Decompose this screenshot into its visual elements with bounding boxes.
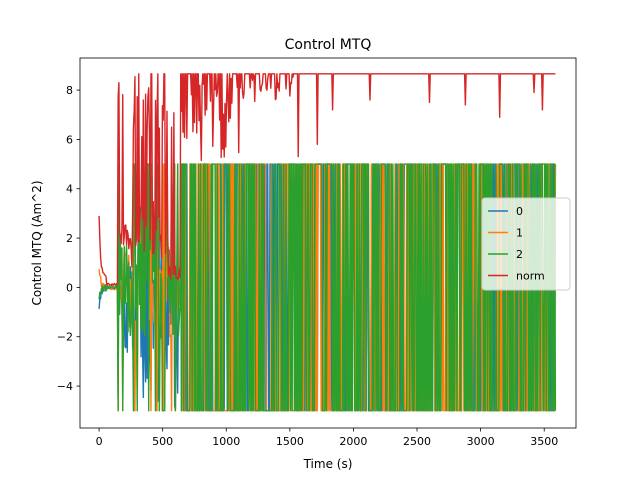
x-tick-label: 2000 — [339, 435, 367, 448]
x-tick-label: 1000 — [212, 435, 240, 448]
x-tick-label: 3500 — [530, 435, 558, 448]
legend-label: 0 — [516, 205, 523, 218]
y-axis-label: Control MTQ (Am^2) — [30, 180, 44, 305]
y-tick-label: 4 — [66, 183, 73, 196]
x-axis-label: Time (s) — [303, 457, 353, 471]
y-tick-label: 6 — [66, 133, 73, 146]
chart-title: Control MTQ — [285, 37, 372, 53]
x-tick-label: 2500 — [403, 435, 431, 448]
series-line-norm — [98, 73, 556, 286]
legend-label: 2 — [516, 248, 523, 261]
y-tick-label: −4 — [57, 380, 73, 393]
x-tick-label: 500 — [152, 435, 173, 448]
legend-box — [481, 197, 571, 291]
x-tick-label: 1500 — [276, 435, 304, 448]
x-axis-ticks: 0 500 1000 1500 2000 2500 3000 3500 — [96, 428, 558, 448]
x-tick-label: 0 — [96, 435, 103, 448]
series-line-2 — [98, 163, 557, 412]
legend-label: 1 — [516, 227, 523, 240]
legend-label: norm — [516, 270, 545, 283]
plot-area-frame — [79, 57, 577, 429]
series-layer — [98, 73, 557, 412]
y-axis-ticks: −4 −2 0 2 4 6 8 — [57, 84, 80, 393]
y-tick-label: 8 — [66, 84, 73, 97]
y-tick-label: −2 — [57, 331, 73, 344]
y-tick-label: 0 — [66, 281, 73, 294]
x-tick-label: 3000 — [467, 435, 495, 448]
y-tick-label: 2 — [66, 232, 73, 245]
legend: 0 1 2 norm — [481, 197, 571, 291]
